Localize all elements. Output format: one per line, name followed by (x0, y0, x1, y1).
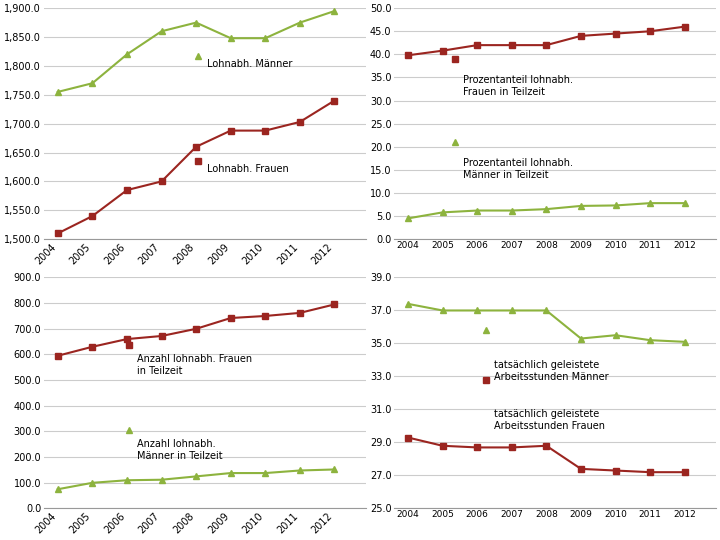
Text: Prozentanteil lohnabh.
Männer in Teilzeit: Prozentanteil lohnabh. Männer in Teilzei… (464, 158, 573, 180)
Text: tatsächlich geleistete
Arbeitsstunden Frauen: tatsächlich geleistete Arbeitsstunden Fr… (495, 409, 606, 431)
Text: Lohnabh. Männer: Lohnabh. Männer (207, 59, 292, 69)
Text: Anzahl lohnabh.
Männer in Teilzeit: Anzahl lohnabh. Männer in Teilzeit (138, 439, 223, 461)
Text: Lohnabh. Frauen: Lohnabh. Frauen (207, 164, 288, 174)
Text: Prozentanteil lohnabh.
Frauen in Teilzeit: Prozentanteil lohnabh. Frauen in Teilzei… (464, 75, 573, 97)
Text: Anzahl lohnabh. Frauen
in Teilzeit: Anzahl lohnabh. Frauen in Teilzeit (138, 354, 253, 376)
Text: tatsächlich geleistete
Arbeitsstunden Männer: tatsächlich geleistete Arbeitsstunden Mä… (495, 360, 609, 382)
